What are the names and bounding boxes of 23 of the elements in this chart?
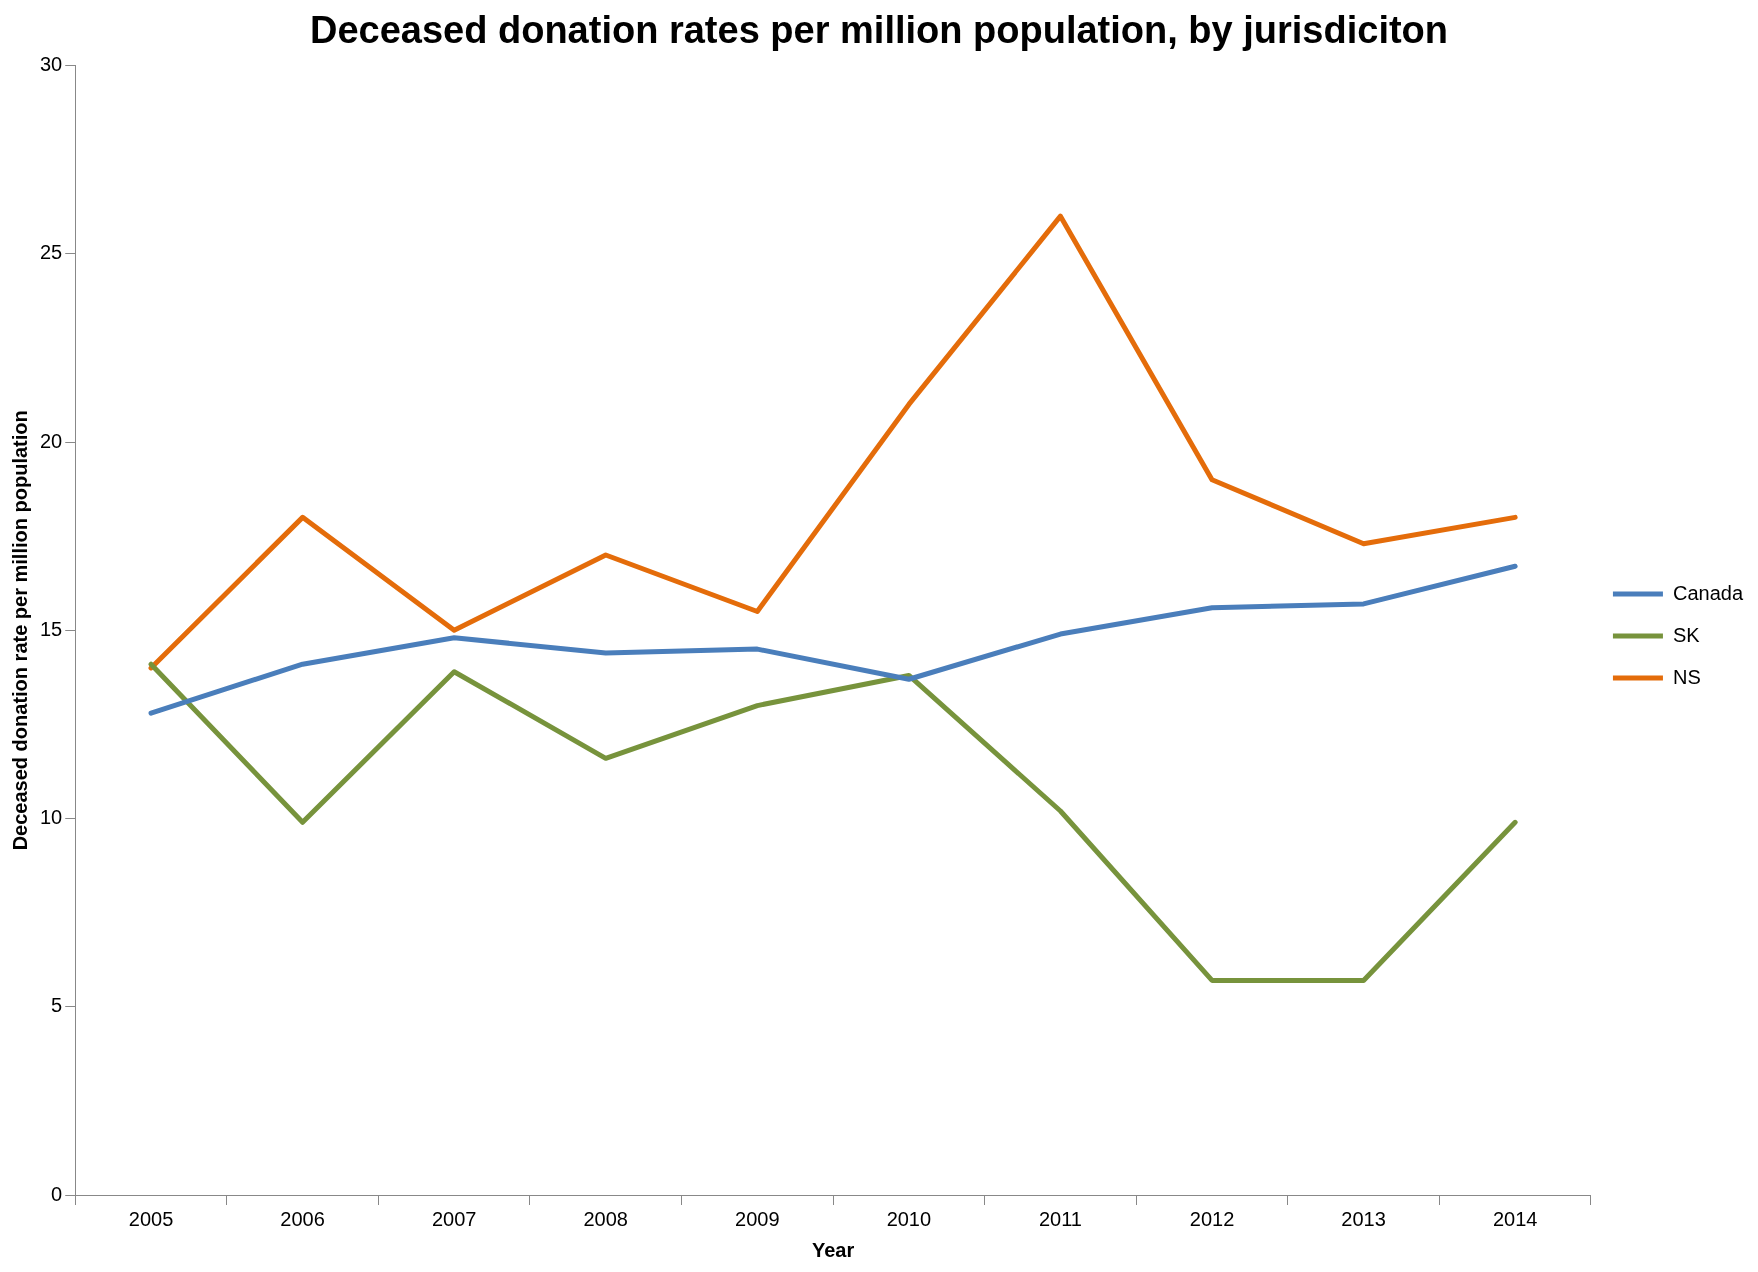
chart-title: Deceased donation rates per million population, by jurisdiciton: [309, 9, 1449, 52]
y-tick-label: 5: [51, 994, 63, 1017]
legend-label: NS: [1672, 665, 1701, 688]
x-tick-label: 2005: [128, 1207, 174, 1230]
x-tick-label: 2009: [735, 1207, 780, 1230]
y-tick-label: 20: [40, 429, 63, 452]
legend-label: SK: [1672, 623, 1701, 646]
x-tick-label: 2006: [280, 1207, 325, 1230]
y-tick-label: 0: [51, 1182, 63, 1205]
x-axis-title: Year: [811, 1238, 855, 1261]
y-tick-label: 25: [40, 241, 63, 264]
x-tick-label: 2010: [886, 1207, 932, 1230]
x-tick-label: 2008: [583, 1207, 628, 1230]
x-tick-label: 2012: [1189, 1207, 1235, 1230]
legend-label: Canada: [1672, 581, 1744, 604]
x-tick-label: 2007: [431, 1207, 477, 1230]
y-tick-label: 10: [40, 806, 63, 829]
y-tick-label: 30: [40, 53, 63, 76]
y-axis-title: Deceased donation rate per million population: [8, 410, 31, 851]
y-tick-label: 15: [40, 617, 63, 640]
x-tick-label: 2014: [1492, 1207, 1538, 1230]
x-tick-label: 2011: [1038, 1207, 1082, 1230]
x-tick-label: 2013: [1341, 1207, 1386, 1230]
